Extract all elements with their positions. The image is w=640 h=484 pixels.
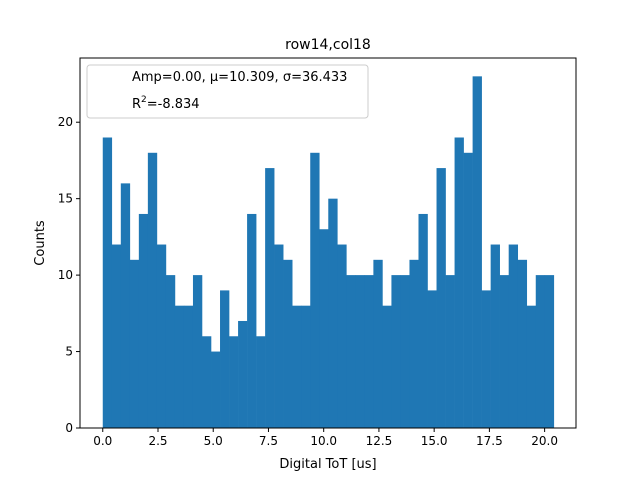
histogram-bar (292, 305, 302, 428)
histogram-bar (535, 275, 546, 428)
histogram-bar (526, 305, 537, 428)
y-tick-label: 20 (58, 115, 73, 129)
histogram-bar (211, 351, 221, 428)
histogram-bar (283, 259, 293, 428)
histogram-bar (436, 168, 446, 428)
legend: Amp=0.00, μ=10.309, σ=36.433 R2=-8.834 (86, 64, 369, 119)
histogram-bar (391, 275, 401, 428)
histogram-bar (328, 198, 338, 428)
chart-title: row14,col18 (285, 37, 371, 53)
histogram-bar (183, 305, 194, 428)
legend-entry-fit: Amp=0.00, μ=10.309, σ=36.433 (132, 70, 347, 85)
x-tick-label: 7.5 (259, 434, 278, 448)
y-axis-ticks: 0 5 10 15 20 (58, 115, 80, 435)
legend-r2-sup: 2 (141, 95, 147, 105)
histogram-bar (454, 137, 464, 428)
y-tick-label: 15 (58, 192, 73, 206)
histogram-bar (373, 259, 383, 428)
histogram-bar (147, 152, 158, 428)
histogram-bar (346, 275, 356, 428)
histogram-bar (256, 336, 266, 428)
histogram-bar (517, 259, 528, 428)
x-tick-label: 20.0 (531, 434, 558, 448)
histogram-bar (201, 336, 212, 428)
histogram-bar (427, 290, 437, 428)
histogram-bar (174, 305, 185, 428)
histogram-bar (337, 244, 347, 428)
histogram-bar (247, 213, 257, 428)
histogram-bar (274, 244, 284, 428)
histogram-bar (481, 290, 491, 428)
y-axis-label: Counts (33, 220, 48, 266)
histogram-bar (156, 244, 167, 428)
histogram-bar (544, 275, 555, 428)
histogram-bars (102, 76, 555, 428)
x-tick-label: 12.5 (366, 434, 393, 448)
x-tick-label: 10.0 (310, 434, 337, 448)
histogram-bar (192, 275, 203, 428)
histogram-bar (400, 275, 410, 428)
histogram-bar (238, 320, 248, 428)
histogram-bar (499, 275, 509, 428)
histogram-bar (355, 275, 365, 428)
histogram-bar (319, 229, 329, 428)
histogram-bar (220, 290, 230, 428)
histogram-bar (229, 336, 239, 428)
legend-entry-r2: R2=-8.834 (132, 95, 200, 112)
histogram-bar (508, 244, 519, 428)
y-tick-label: 0 (65, 421, 73, 435)
histogram-bar (418, 213, 428, 428)
histogram-bar (445, 275, 455, 428)
y-tick-label: 10 (58, 268, 73, 282)
histogram-bar (129, 259, 140, 428)
histogram-bar (301, 305, 311, 428)
legend-r2-prefix: R (132, 97, 141, 112)
x-tick-label: 17.5 (476, 434, 503, 448)
y-tick-label: 5 (65, 345, 73, 359)
x-tick-label: 2.5 (148, 434, 167, 448)
legend-box (86, 64, 369, 119)
histogram-bar (463, 152, 473, 428)
histogram-bar (490, 244, 500, 428)
histogram-bar (364, 275, 374, 428)
histogram-bar (165, 275, 176, 428)
histogram-bar (265, 168, 275, 428)
histogram-bar (111, 244, 122, 428)
histogram-bar (102, 137, 113, 428)
histogram-bar (120, 183, 131, 428)
x-tick-label: 15.0 (421, 434, 448, 448)
histogram-bar (409, 259, 419, 428)
x-tick-label: 5.0 (204, 434, 223, 448)
x-axis-ticks: 0.0 2.5 5.0 7.5 10.0 12.5 15.0 17.5 20.0 (93, 428, 558, 448)
legend-r2-value: =-8.834 (147, 97, 200, 112)
x-axis-label: Digital ToT [us] (279, 457, 376, 472)
x-tick-label: 0.0 (93, 434, 112, 448)
histogram-bar (310, 152, 320, 428)
plot-frame (79, 57, 577, 429)
histogram-bar (472, 76, 482, 428)
histogram-bar (382, 305, 392, 428)
histogram-bar (138, 213, 149, 428)
